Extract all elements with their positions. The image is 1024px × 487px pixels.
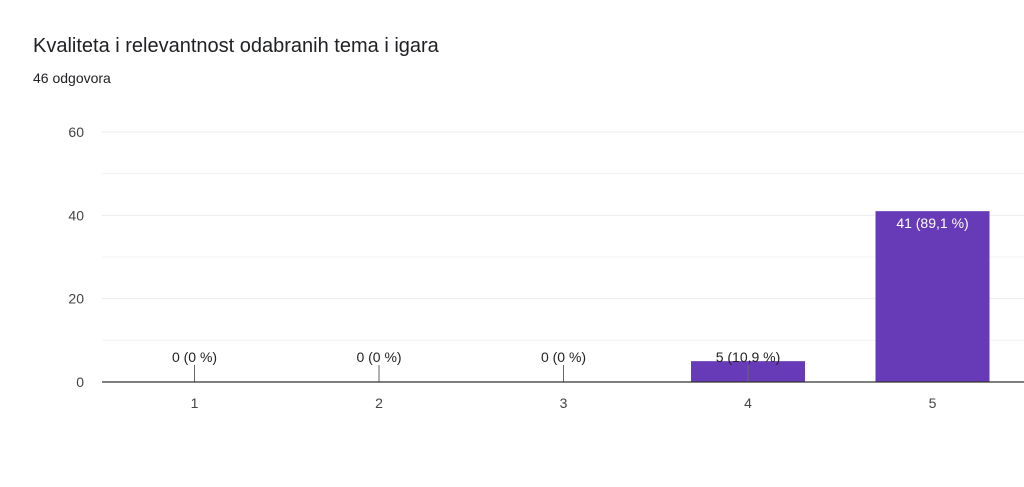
- data-label: 41 (89,1 %): [896, 215, 968, 231]
- data-label: 0 (0 %): [172, 349, 217, 365]
- data-label: 0 (0 %): [356, 349, 401, 365]
- x-tick-label: 5: [929, 395, 937, 411]
- x-tick-label: 1: [191, 395, 199, 411]
- y-tick-label: 40: [68, 207, 84, 223]
- y-tick-label: 0: [76, 374, 84, 390]
- data-label: 0 (0 %): [541, 349, 586, 365]
- x-tick-label: 4: [744, 395, 752, 411]
- response-count: 46 odgovora: [33, 70, 111, 86]
- x-tick-label: 3: [560, 395, 568, 411]
- y-tick-label: 20: [68, 291, 84, 307]
- chart-title: Kvaliteta i relevantnost odabranih tema …: [33, 35, 439, 57]
- y-tick-label: 60: [68, 124, 84, 140]
- data-label: 5 (10,9 %): [716, 349, 781, 365]
- x-tick-label: 2: [375, 395, 383, 411]
- bar: [875, 211, 990, 382]
